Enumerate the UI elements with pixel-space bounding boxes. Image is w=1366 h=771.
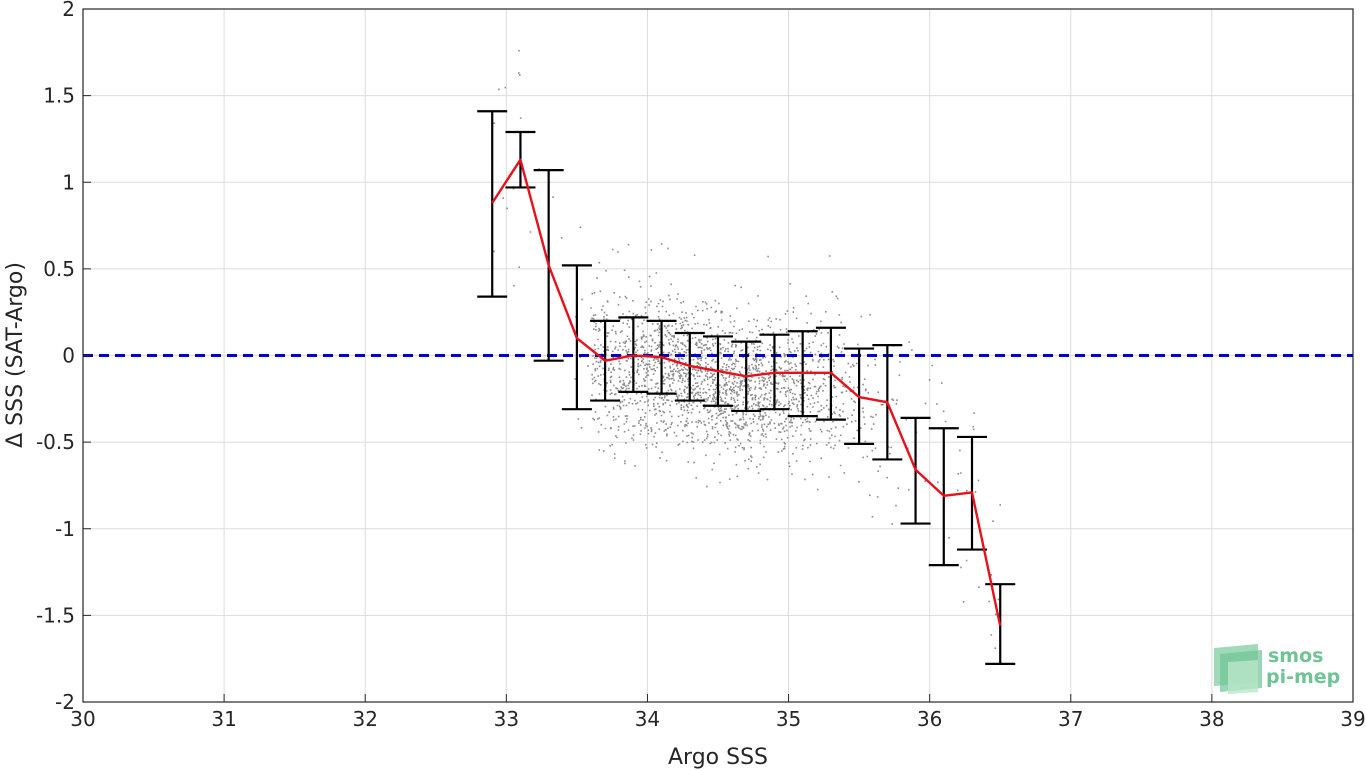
- logo-text-smos: smos: [1268, 645, 1323, 667]
- y-axis-label: Δ SSS (SAT-Argo): [3, 262, 28, 448]
- x-tick-label: 37: [1058, 707, 1083, 731]
- scatter-points: [493, 49, 1001, 649]
- y-tick-label: 0.5: [43, 257, 75, 281]
- x-axis-ticks: 30 31 32 33 34 35 36 37 38 39: [70, 694, 1366, 731]
- x-tick-label: 38: [1199, 707, 1224, 731]
- y-tick-label: 2: [62, 0, 75, 21]
- x-tick-label: 35: [776, 707, 801, 731]
- smos-pi-mep-logo: smos pi-mep: [1214, 644, 1340, 694]
- mean-line: [491, 158, 1002, 627]
- x-tick-label: 33: [494, 707, 519, 731]
- y-tick-label: 1: [62, 170, 75, 194]
- x-tick-label: 31: [211, 707, 236, 731]
- y-tick-label: -2: [55, 690, 75, 714]
- error-bar: [477, 110, 508, 298]
- x-tick-label: 32: [352, 707, 377, 731]
- x-axis-label: Argo SSS: [668, 745, 768, 770]
- y-axis-ticks: 2 1.5 1 0.5 0 -0.5 -1 -1.5 -2: [36, 0, 91, 714]
- y-tick-label: -1: [55, 517, 75, 541]
- y-tick-label: 0: [62, 344, 75, 368]
- logo-text-pi-mep: pi-mep: [1266, 666, 1340, 688]
- x-tick-label: 34: [635, 707, 660, 731]
- y-tick-label: -1.5: [36, 603, 75, 627]
- x-tick-label: 36: [917, 707, 942, 731]
- y-tick-label: -0.5: [36, 430, 75, 454]
- y-tick-label: 1.5: [43, 84, 75, 108]
- x-tick-label: 30: [70, 707, 95, 731]
- mean-series-line: [491, 158, 1002, 627]
- logo-waves-icon: [1214, 644, 1262, 694]
- scatter-point-cloud: [493, 49, 1001, 649]
- x-tick-label: 39: [1340, 707, 1365, 731]
